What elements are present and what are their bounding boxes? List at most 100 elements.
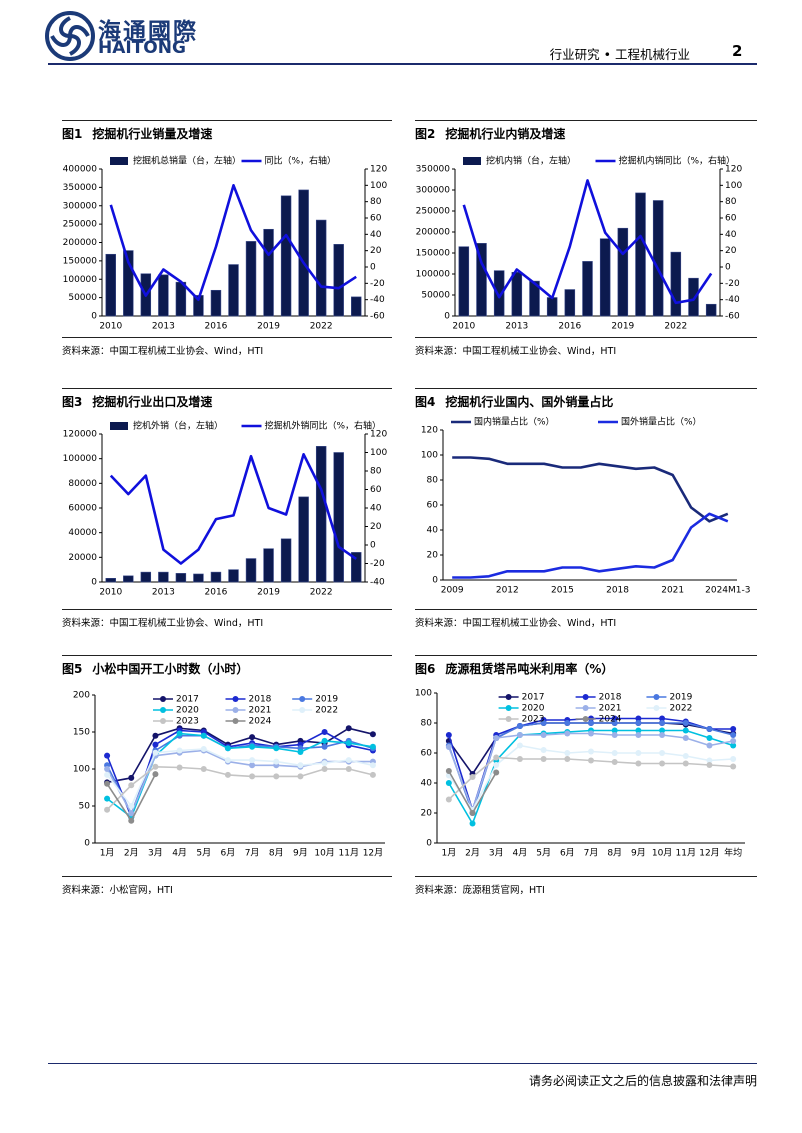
chart-title: 挖掘机行业出口及增速 — [92, 395, 213, 409]
point — [730, 763, 737, 770]
bar — [652, 200, 664, 317]
bar — [476, 243, 487, 317]
point — [104, 795, 111, 802]
x-tick-label: 2月 — [124, 848, 139, 859]
legend-label: 2020 — [522, 704, 545, 714]
y-tick-label: 250000 — [416, 207, 451, 217]
series-line — [106, 748, 374, 807]
y-tick-label: 350000 — [63, 183, 98, 193]
point — [730, 738, 737, 744]
bar — [210, 571, 222, 583]
point — [611, 750, 618, 756]
legend-label: 2019 — [669, 693, 692, 703]
legend-label: 2017 — [522, 693, 545, 703]
point — [176, 730, 183, 737]
bar — [175, 281, 187, 317]
x-tick-label: 2015 — [551, 586, 574, 596]
point — [611, 759, 618, 765]
point — [128, 810, 135, 817]
point — [706, 742, 713, 749]
point — [635, 750, 642, 756]
y-tick-label: 20000 — [68, 553, 97, 563]
point — [706, 762, 713, 768]
x-tick-label: 2019 — [611, 322, 634, 332]
point — [516, 732, 523, 738]
legend-marker — [505, 705, 512, 711]
y-tick-label: 100000 — [416, 270, 451, 280]
legend-label: 2017 — [176, 695, 199, 705]
point — [128, 803, 135, 809]
chart-source: 资料来源：中国工程机械工业协会、Wind，HTI — [62, 609, 392, 629]
y2-tick-label: 120 — [370, 165, 387, 175]
chart-heading: 图2 挖掘机行业内销及增速 — [415, 120, 757, 145]
point — [249, 762, 256, 769]
bar — [123, 575, 134, 583]
x-tick-label: 7月 — [245, 848, 260, 859]
x-tick-label: 11月 — [676, 848, 696, 859]
bar — [582, 261, 593, 317]
chart: 0 50 100 150 200 1月 2月 3月 4月 5月 6月 7月 8月 9月 10月 11月 12月 2… — [73, 691, 385, 859]
chart-title: 挖掘机行业国内、国外销量占比 — [445, 395, 614, 409]
y-tick-label: 40 — [421, 779, 433, 789]
legend-label: 2022 — [315, 706, 338, 716]
legend-label: 同比（%，右轴） — [265, 155, 337, 167]
point — [588, 720, 594, 726]
legend-swatch — [110, 157, 128, 165]
bar — [599, 238, 611, 317]
y2-tick-label: 60 — [370, 214, 382, 224]
legend-label: 2021 — [249, 706, 272, 716]
point — [104, 771, 111, 778]
point — [682, 760, 689, 767]
y2-tick-label: -40 — [370, 295, 385, 305]
x-tick-label: 10月 — [314, 848, 334, 859]
point — [730, 732, 737, 738]
header-rule — [48, 63, 757, 65]
y-tick-label: 0 — [432, 576, 438, 586]
point — [588, 757, 594, 764]
bar — [245, 558, 257, 583]
legend-marker — [160, 718, 166, 724]
point — [369, 743, 376, 750]
point — [682, 727, 689, 734]
bar — [351, 552, 362, 583]
chart-block: 图4 挖掘机行业国内、国外销量占比 0 20 40 60 80 100 120 2009 2012 2… — [415, 388, 757, 629]
legend-marker — [232, 707, 239, 713]
point — [152, 741, 159, 748]
x-tick-label: 2013 — [505, 322, 528, 332]
x-tick-label: 2016 — [558, 322, 581, 332]
point — [321, 737, 328, 744]
point — [345, 725, 352, 732]
point — [611, 727, 618, 734]
point — [224, 745, 231, 752]
bar — [529, 280, 540, 317]
point — [493, 769, 500, 776]
point — [297, 773, 304, 780]
series-line — [109, 453, 357, 565]
y-tick-label: 20 — [421, 809, 433, 819]
x-tick-label: 2013 — [152, 322, 175, 332]
point — [635, 760, 642, 767]
point — [635, 715, 642, 722]
x-tick-label: 4月 — [172, 848, 187, 859]
x-tick-label: 2016 — [205, 588, 228, 598]
y2-tick-label: 60 — [725, 214, 737, 224]
y2-tick-label: 40 — [370, 230, 382, 240]
point — [659, 732, 666, 738]
y-tick-label: 0 — [91, 312, 97, 322]
legend-label: 挖机外销（台，左轴） — [133, 420, 223, 432]
legend-marker — [653, 694, 660, 700]
footer-note: 请务必阅读正文之后的信息披露和法律声明 — [528, 1074, 757, 1088]
section-label: 行业研究 • 工程机械行业 — [549, 47, 690, 62]
series-line — [106, 729, 374, 818]
point — [104, 752, 111, 759]
y2-tick-label: 0 — [370, 263, 376, 273]
point — [152, 763, 159, 770]
x-tick-label: 2010 — [99, 588, 122, 598]
series-line — [106, 766, 374, 811]
chart-source: 资料来源：中国工程机械工业协会、Wind，HTI — [415, 609, 757, 629]
point — [321, 766, 328, 772]
y2-tick-label: 100 — [725, 181, 742, 191]
chart-source: 资料来源：中国工程机械工业协会、Wind，HTI — [62, 337, 392, 357]
y2-tick-label: -20 — [370, 279, 385, 289]
y2-tick-label: -40 — [725, 295, 740, 305]
